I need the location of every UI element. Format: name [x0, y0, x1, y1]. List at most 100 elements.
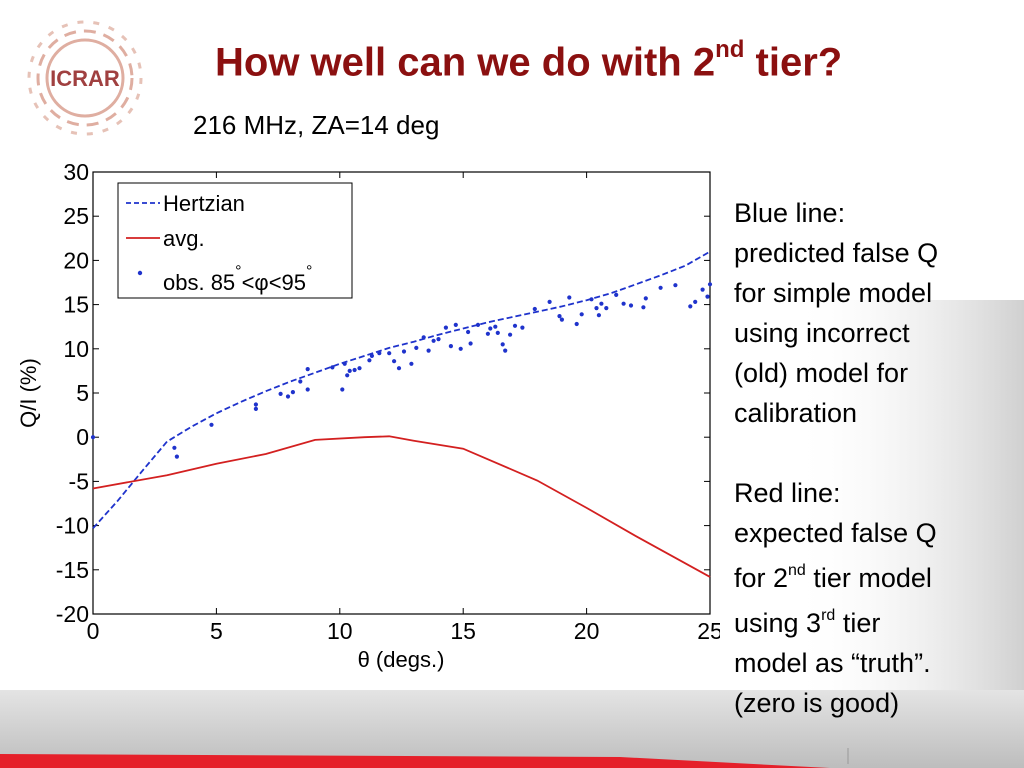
- obs-point: [495, 330, 500, 335]
- blue-explanation-line: Blue line:: [734, 198, 846, 228]
- red-explanation-line: using 3rd tier: [734, 598, 1014, 643]
- obs-point: [700, 287, 705, 292]
- obs-point: [688, 304, 693, 309]
- legend-obs-pre: obs. 85: [163, 270, 235, 295]
- obs-point: [643, 296, 648, 301]
- obs-point: [396, 366, 402, 371]
- obs-point: [559, 317, 565, 322]
- y-tick-label: 25: [63, 203, 89, 229]
- obs-point: [579, 312, 584, 317]
- y-tick-label: -20: [56, 601, 89, 627]
- obs-point: [209, 422, 214, 427]
- obs-point: [401, 349, 407, 354]
- red-explanation-line: Red line:: [734, 478, 841, 508]
- obs-point: [468, 341, 473, 346]
- legend-box: [117, 182, 353, 299]
- obs-point: [567, 295, 572, 300]
- obs-point: [345, 373, 350, 378]
- legend-obs-mid: <φ<95: [242, 270, 306, 295]
- obs-point: [705, 294, 710, 299]
- obs-point: [278, 391, 283, 396]
- x-tick-label: 10: [327, 618, 353, 644]
- x-axis-label: θ (degs.): [358, 647, 445, 672]
- obs-point: [347, 368, 352, 373]
- y-tick-label: 20: [63, 247, 89, 273]
- obs-point: [493, 324, 498, 329]
- red-explanation-line-part: for 2: [734, 563, 789, 593]
- red-explanation-line: model as “truth”.: [734, 648, 931, 678]
- obs-point: [596, 313, 602, 318]
- y-tick-label: -15: [56, 557, 89, 583]
- obs-point: [443, 325, 448, 330]
- slide-title: How well can we do with 2nd tier?: [215, 36, 975, 85]
- obs-point: [253, 402, 258, 407]
- red-explanation-line-part: rd: [821, 607, 836, 624]
- obs-point: [707, 282, 713, 287]
- obs-point: [547, 299, 552, 304]
- x-tick-label: 5: [210, 618, 223, 644]
- obs-point: [448, 344, 453, 349]
- icrar-logo: ICRAR: [27, 20, 143, 136]
- blue-explanation-line: using incorrect: [734, 318, 910, 348]
- legend-obs-swatch: [137, 270, 143, 276]
- legend-obs-degree-1: °: [235, 263, 241, 280]
- obs-point: [520, 325, 525, 330]
- obs-point: [693, 299, 698, 304]
- obs-point: [367, 358, 372, 363]
- y-tick-label: 0: [76, 424, 89, 450]
- chart-legend: Hertzian avg. obs. 85°<φ<95°: [117, 182, 353, 299]
- obs-point: [641, 305, 646, 310]
- chart-subtitle: 216 MHz, ZA=14 deg: [193, 110, 440, 140]
- obs-point: [466, 329, 471, 335]
- y-tick-label: -5: [69, 468, 89, 494]
- obs-point: [90, 435, 96, 440]
- obs-point: [500, 342, 505, 347]
- blue-explanation-line: (old) model for: [734, 358, 909, 388]
- y-axis-label: Q/I (%): [16, 358, 41, 428]
- red-explanation-line-part: tier: [835, 608, 881, 638]
- obs-point: [290, 390, 295, 395]
- legend-avg-label: avg.: [163, 226, 205, 251]
- obs-point: [532, 306, 537, 312]
- obs-point: [357, 366, 362, 371]
- title-superscript: nd: [715, 36, 745, 63]
- obs-point: [387, 351, 392, 356]
- qi-chart: 0 5 10 15 20 25 -20 -15 -10 -5 0 5 10 15 20 25 30 Hertzi…: [16, 159, 720, 672]
- obs-point: [673, 283, 678, 288]
- obs-point: [305, 387, 310, 392]
- obs-point: [458, 346, 463, 351]
- obs-point: [599, 301, 604, 306]
- obs-point: [485, 331, 490, 336]
- obs-point: [426, 348, 431, 353]
- obs-point: [628, 303, 634, 308]
- title-end: tier?: [744, 40, 843, 85]
- obs-point: [574, 321, 579, 327]
- obs-point: [453, 322, 458, 327]
- obs-point: [604, 306, 609, 311]
- obs-point: [298, 379, 303, 384]
- obs-point: [594, 306, 599, 311]
- obs-point: [414, 345, 419, 350]
- obs-point: [340, 387, 345, 392]
- obs-point: [557, 314, 562, 319]
- y-tick-label: 5: [76, 380, 89, 406]
- obs-point: [658, 285, 663, 290]
- x-tick-label: 25: [697, 618, 720, 644]
- obs-point: [285, 394, 291, 399]
- obs-point: [172, 445, 177, 450]
- red-explanation-line-part: tier model: [805, 563, 932, 593]
- obs-point: [614, 292, 619, 297]
- series-hertzian-line: [92, 250, 711, 529]
- obs-point: [392, 359, 397, 364]
- series-avg-line: [92, 435, 711, 578]
- legend-obs-label: obs. 85°<φ<95°: [163, 263, 312, 295]
- obs-point: [174, 454, 179, 459]
- red-explanation-line: (zero is good): [734, 688, 900, 718]
- obs-point: [512, 323, 518, 328]
- obs-point: [508, 332, 513, 337]
- obs-point: [488, 326, 493, 331]
- obs-point: [369, 353, 374, 358]
- x-tick-label: 20: [574, 618, 600, 644]
- obs-point: [253, 406, 258, 411]
